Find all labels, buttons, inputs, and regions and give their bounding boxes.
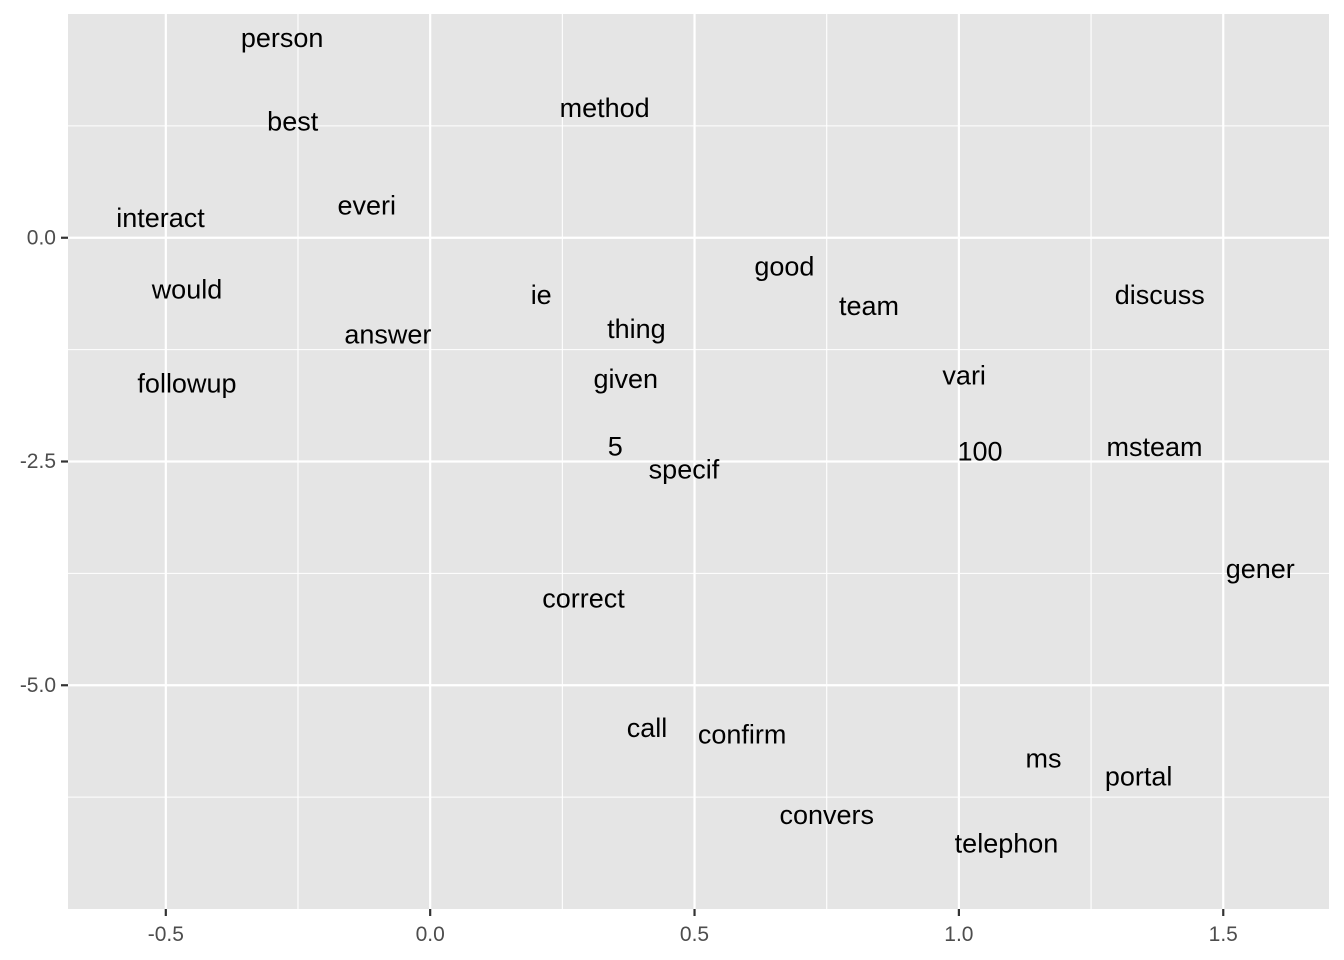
word-label: interact	[116, 203, 205, 233]
word-label: person	[241, 23, 324, 53]
word-label: msteam	[1107, 432, 1203, 462]
x-tick-label: 1.0	[944, 923, 973, 946]
y-tick-label: -5.0	[20, 674, 56, 697]
word-label: convers	[779, 800, 874, 830]
x-axis: -0.5 0.0 0.5 1.0 1.5	[148, 909, 1238, 946]
word-label: gener	[1226, 554, 1295, 584]
word-label: specif	[649, 455, 720, 485]
x-tick-label: -0.5	[148, 923, 184, 946]
major-gridlines	[68, 14, 1329, 909]
word-label: confirm	[698, 719, 787, 749]
word-labels: person best method interact everi would answer…	[116, 23, 1295, 859]
word-label: given	[594, 364, 659, 394]
x-tick-label: 0.5	[680, 923, 709, 946]
word-label: telephon	[955, 829, 1059, 859]
word-label: thing	[607, 314, 666, 344]
word-label: discuss	[1115, 280, 1205, 310]
word-label: vari	[942, 361, 986, 391]
word-label: 5	[608, 431, 623, 461]
word-label: call	[627, 713, 668, 743]
word-label: everi	[337, 191, 396, 221]
word-label: 100	[958, 437, 1003, 467]
word-label: method	[560, 93, 650, 123]
word-label: team	[839, 291, 899, 321]
word-label: ms	[1025, 744, 1061, 774]
word-label: ie	[531, 280, 552, 310]
x-tick-label: 1.5	[1209, 923, 1238, 946]
word-label: would	[151, 275, 223, 305]
word-label: best	[267, 106, 319, 136]
word-label: followup	[137, 369, 236, 399]
word-label: answer	[344, 319, 431, 349]
x-tick-label: 0.0	[416, 923, 445, 946]
y-axis: 0.0 -2.5 -5.0	[20, 226, 68, 697]
word-label: correct	[542, 583, 625, 613]
y-tick-label: -2.5	[20, 450, 56, 473]
word-label: good	[754, 251, 814, 281]
y-tick-label: 0.0	[27, 226, 56, 249]
word-label: portal	[1105, 762, 1173, 792]
